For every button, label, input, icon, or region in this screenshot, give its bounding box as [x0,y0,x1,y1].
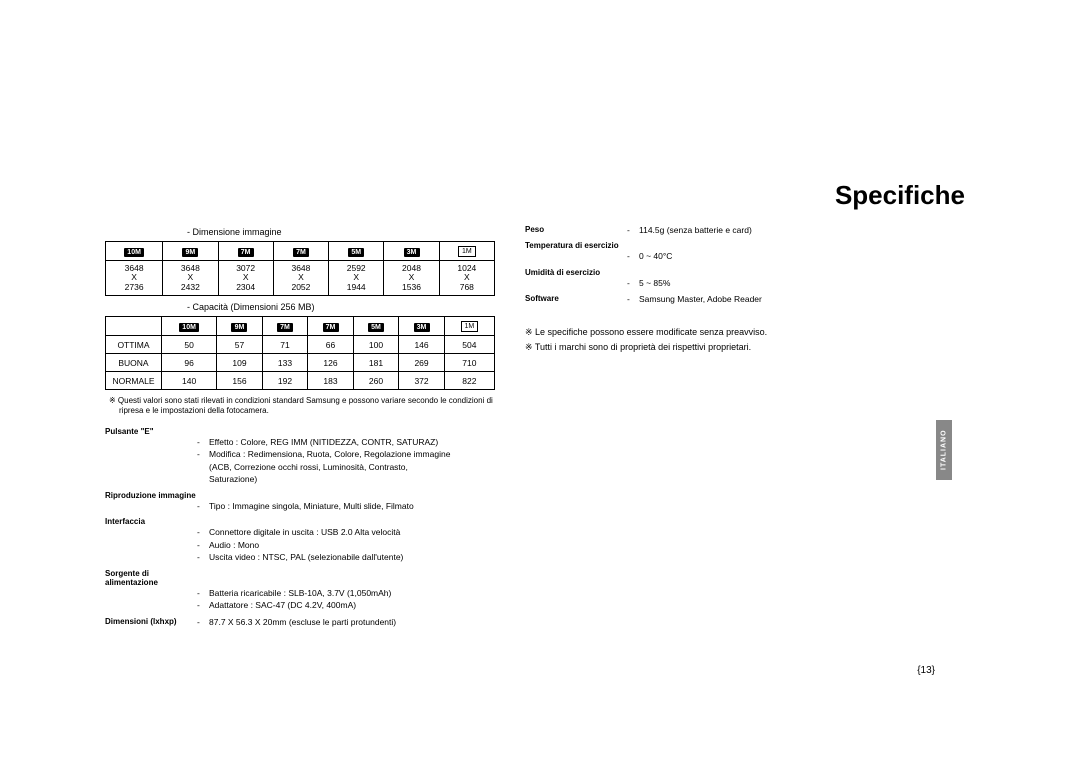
res-icon: 5M [348,248,364,257]
table-row: BUONA 96 109 133 126 181 269 710 [106,354,495,372]
spec-value: Uscita video : NTSC, PAL (selezionabile … [209,552,495,563]
spec-value: 114.5g (senza batterie e card) [639,225,975,236]
image-size-table: 10M 9M 7M 7M 5M 3M 1M 3648 X 2736 3648 [105,241,495,296]
table-row: NORMALE 140 156 192 183 260 372 822 [106,372,495,390]
spec-value: Modifica : Redimensiona, Ruota, Colore, … [209,449,495,460]
table-row: 3648 X 2736 3648 X 2432 3072 X 2304 [106,261,495,296]
spec-value: Tipo : Immagine singola, Miniature, Mult… [209,501,495,512]
spec-label: Interfaccia [105,517,197,526]
left-spec-list: Pulsante "E"-Effetto : Colore, REG IMM (… [105,427,495,633]
table2-heading: - Capacità (Dimensioni 256 MB) [187,302,495,312]
res-icon: 7M [277,323,293,332]
page-number: {13} [917,665,935,676]
disclaimer-line: ※ Le specifiche possono essere modificat… [525,327,975,338]
table1-heading: - Dimensione immagine [187,227,495,237]
res-icon: 10M [179,323,199,332]
res-icon: 5M [368,323,384,332]
spec-value: Effetto : Colore, REG IMM (NITIDEZZA, CO… [209,437,495,448]
left-column: - Dimensione immagine 10M 9M 7M 7M 5M 3M… [105,225,495,633]
res-icon: 1M [461,321,479,332]
res-icon: 7M [293,248,309,257]
spec-label: Umidità di esercizio [525,268,627,277]
table-header-row: 10M 9M 7M 7M 5M 3M 1M [106,242,495,261]
spec-label: Pulsante "E" [105,427,197,436]
table-row: OTTIMA 50 57 71 66 100 146 504 [106,336,495,354]
columns: - Dimensione immagine 10M 9M 7M 7M 5M 3M… [105,225,975,633]
spec-value: Saturazione) [209,474,495,485]
spec-value: 87.7 X 56.3 X 20mm (escluse le parti pro… [209,617,495,628]
spec-value: Batteria ricaricabile : SLB-10A, 3.7V (1… [209,588,495,599]
language-tab: ITALIANO [936,420,952,480]
res-icon: 1M [458,246,476,257]
spec-label: Software [525,294,627,305]
right-column: Peso-114.5g (senza batterie e card)Tempe… [525,225,975,633]
disclaimer-line: ※ Tutti i marchi sono di proprietà dei r… [525,342,975,353]
res-icon: 3M [414,323,430,332]
spec-value: Audio : Mono [209,540,495,551]
spec-value: (ACB, Correzione occhi rossi, Luminosità… [209,462,495,473]
spec-label: Temperatura di esercizio [525,241,627,250]
res-icon: 7M [323,323,339,332]
right-spec-list: Peso-114.5g (senza batterie e card)Tempe… [525,225,975,311]
res-icon: 3M [404,248,420,257]
res-icon: 10M [124,248,144,257]
spec-value: Connettore digitale in uscita : USB 2.0 … [209,527,495,538]
spec-value: 5 ~ 85% [639,278,975,289]
res-icon: 7M [238,248,254,257]
res-icon: 9M [182,248,198,257]
spec-label: Peso [525,225,627,236]
table-footnote: ※ Questi valori sono stati rilevati in c… [105,396,495,417]
spec-label: Riproduzione immagine [105,491,197,500]
spec-label: Sorgente di alimentazione [105,569,197,587]
table-header-row: 10M 9M 7M 7M 5M 3M 1M [106,317,495,336]
spec-value: 0 ~ 40°C [639,251,975,262]
page-title: Specifiche [105,180,975,211]
capacity-table: 10M 9M 7M 7M 5M 3M 1M OTTIMA 50 57 71 66… [105,316,495,390]
page: Specifiche - Dimensione immagine 10M 9M … [105,0,975,633]
spec-label: Dimensioni (lxhxp) [105,617,197,628]
spec-value: Adattatore : SAC-47 (DC 4.2V, 400mA) [209,600,495,611]
res-icon: 9M [231,323,247,332]
spec-value: Samsung Master, Adobe Reader [639,294,975,305]
